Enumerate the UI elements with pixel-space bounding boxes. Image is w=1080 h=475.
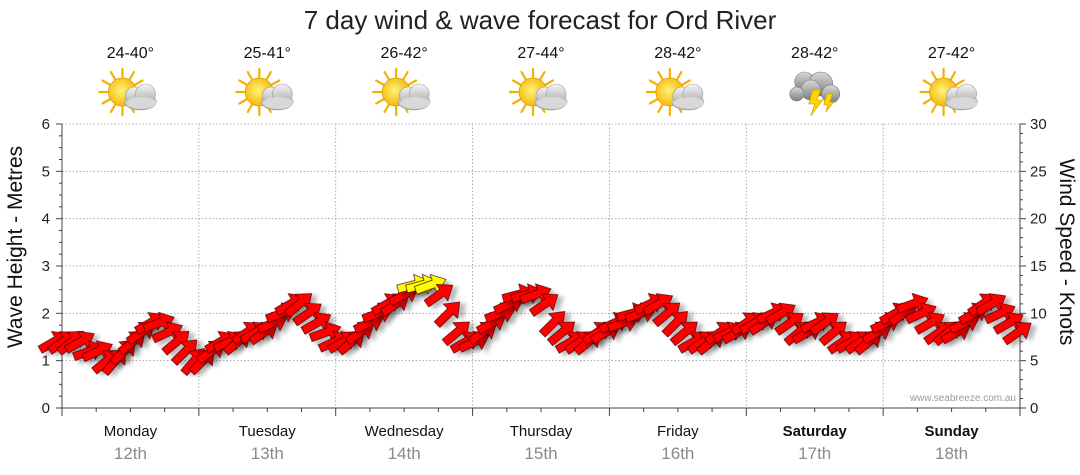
wind-arrow: [433, 301, 461, 328]
sun-cloud-icon: [372, 67, 431, 117]
left-axis-tick-label: 6: [42, 116, 50, 133]
right-axis-tick-label: 10: [1030, 305, 1047, 322]
left-axis-tick-label: 1: [42, 353, 50, 370]
chart-title: 7 day wind & wave forecast for Ord River: [304, 5, 777, 35]
sun-cloud-icon: [98, 67, 157, 117]
temperature-range: 27-42°: [928, 45, 975, 62]
wind-arrows-layer: [37, 273, 1032, 377]
right-axis-tick-label: 0: [1030, 400, 1038, 417]
left-axis-tick-label: 2: [42, 305, 50, 322]
date-label: 16th: [661, 444, 694, 463]
sun-cloud-icon: [235, 67, 294, 117]
sun-cloud-icon: [645, 67, 705, 117]
wind-arrow: [528, 293, 559, 317]
wind-arrow: [546, 321, 575, 347]
right-axis-tick-label: 20: [1030, 211, 1047, 228]
day-label: Friday: [657, 423, 699, 440]
sun-cloud-icon: [919, 67, 978, 117]
storm-cloud-icon: [789, 71, 841, 117]
wind-arrow: [818, 321, 847, 347]
left-axis-tick-label: 0: [42, 400, 50, 417]
temperature-range: 25-41°: [244, 45, 291, 62]
wind-arrow: [652, 302, 681, 328]
date-label: 18th: [935, 444, 968, 463]
wind-arrow: [170, 339, 198, 366]
sun-cloud-icon: [508, 67, 568, 117]
wind-arrow: [423, 284, 454, 308]
right-axis-tick-label: 25: [1030, 163, 1047, 180]
wind-arrow: [284, 293, 313, 318]
temperature-range: 26-42°: [380, 45, 427, 62]
left-axis-tick-label: 5: [42, 163, 50, 180]
wind-arrow: [774, 312, 804, 336]
temperature-range: 24-40°: [107, 45, 154, 62]
wind-arrow: [538, 311, 566, 338]
date-label: 17th: [798, 444, 831, 463]
left-axis-tick-label: 4: [42, 211, 50, 228]
right-axis-tick-label: 15: [1030, 258, 1047, 275]
wind-arrow: [1002, 322, 1032, 346]
wind-arrow: [669, 321, 698, 347]
credit-text: www.seabreeze.com.au: [909, 393, 1016, 404]
wind-arrow: [292, 303, 322, 327]
wind-arrow: [441, 321, 470, 347]
day-label: Wednesday: [365, 423, 444, 440]
wind-arrow: [161, 331, 190, 356]
day-label: Sunday: [924, 423, 979, 440]
temperature-range: 28-42°: [654, 45, 701, 62]
date-label: 14th: [388, 444, 421, 463]
wind-arrow: [809, 312, 839, 336]
left-axis-tick-label: 3: [42, 258, 50, 275]
wind-arrow: [661, 311, 688, 338]
right-axis-title: Wind Speed - Knots: [1055, 159, 1078, 346]
day-label: Tuesday: [239, 423, 296, 440]
right-axis-tick-label: 30: [1030, 116, 1047, 133]
date-label: 12th: [114, 444, 147, 463]
left-axis-title: Wave Height - Metres: [4, 146, 27, 348]
date-label: 15th: [524, 444, 557, 463]
day-label: Monday: [104, 423, 158, 440]
date-label: 13th: [251, 444, 284, 463]
day-label: Saturday: [783, 423, 848, 440]
temperature-range: 27-44°: [517, 45, 564, 62]
day-label: Thursday: [510, 423, 573, 440]
right-axis-tick-label: 5: [1030, 353, 1038, 370]
temperature-range: 28-42°: [791, 45, 838, 62]
